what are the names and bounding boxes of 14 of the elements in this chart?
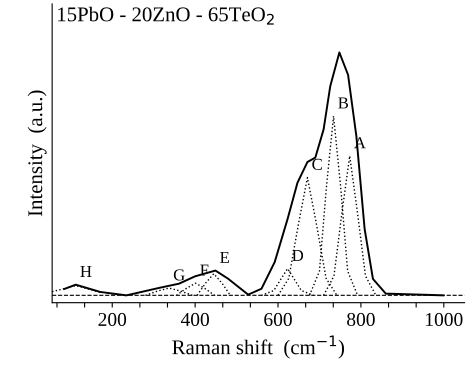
y-axis-title: Intensity (a.u.) — [28, 90, 47, 216]
annotation: H — [80, 266, 92, 277]
annotation: E — [220, 252, 229, 263]
annotation: B — [338, 97, 348, 108]
x-tick-label: 1000 — [426, 312, 462, 326]
annotation: G — [174, 269, 185, 281]
x-tick-label: 200 — [98, 312, 126, 326]
x-axis-title: Raman shift (cm$^{−1}$) — [172, 336, 344, 359]
annotation: D — [292, 250, 304, 261]
chart-title: 15PbO - 20ZnO - 65TeO$_{2}$ — [58, 6, 274, 25]
x-tick-label: 800 — [347, 312, 375, 326]
x-tick-label: 600 — [264, 312, 292, 326]
annotation: C — [312, 158, 322, 170]
x-tick-label: 400 — [180, 312, 209, 326]
